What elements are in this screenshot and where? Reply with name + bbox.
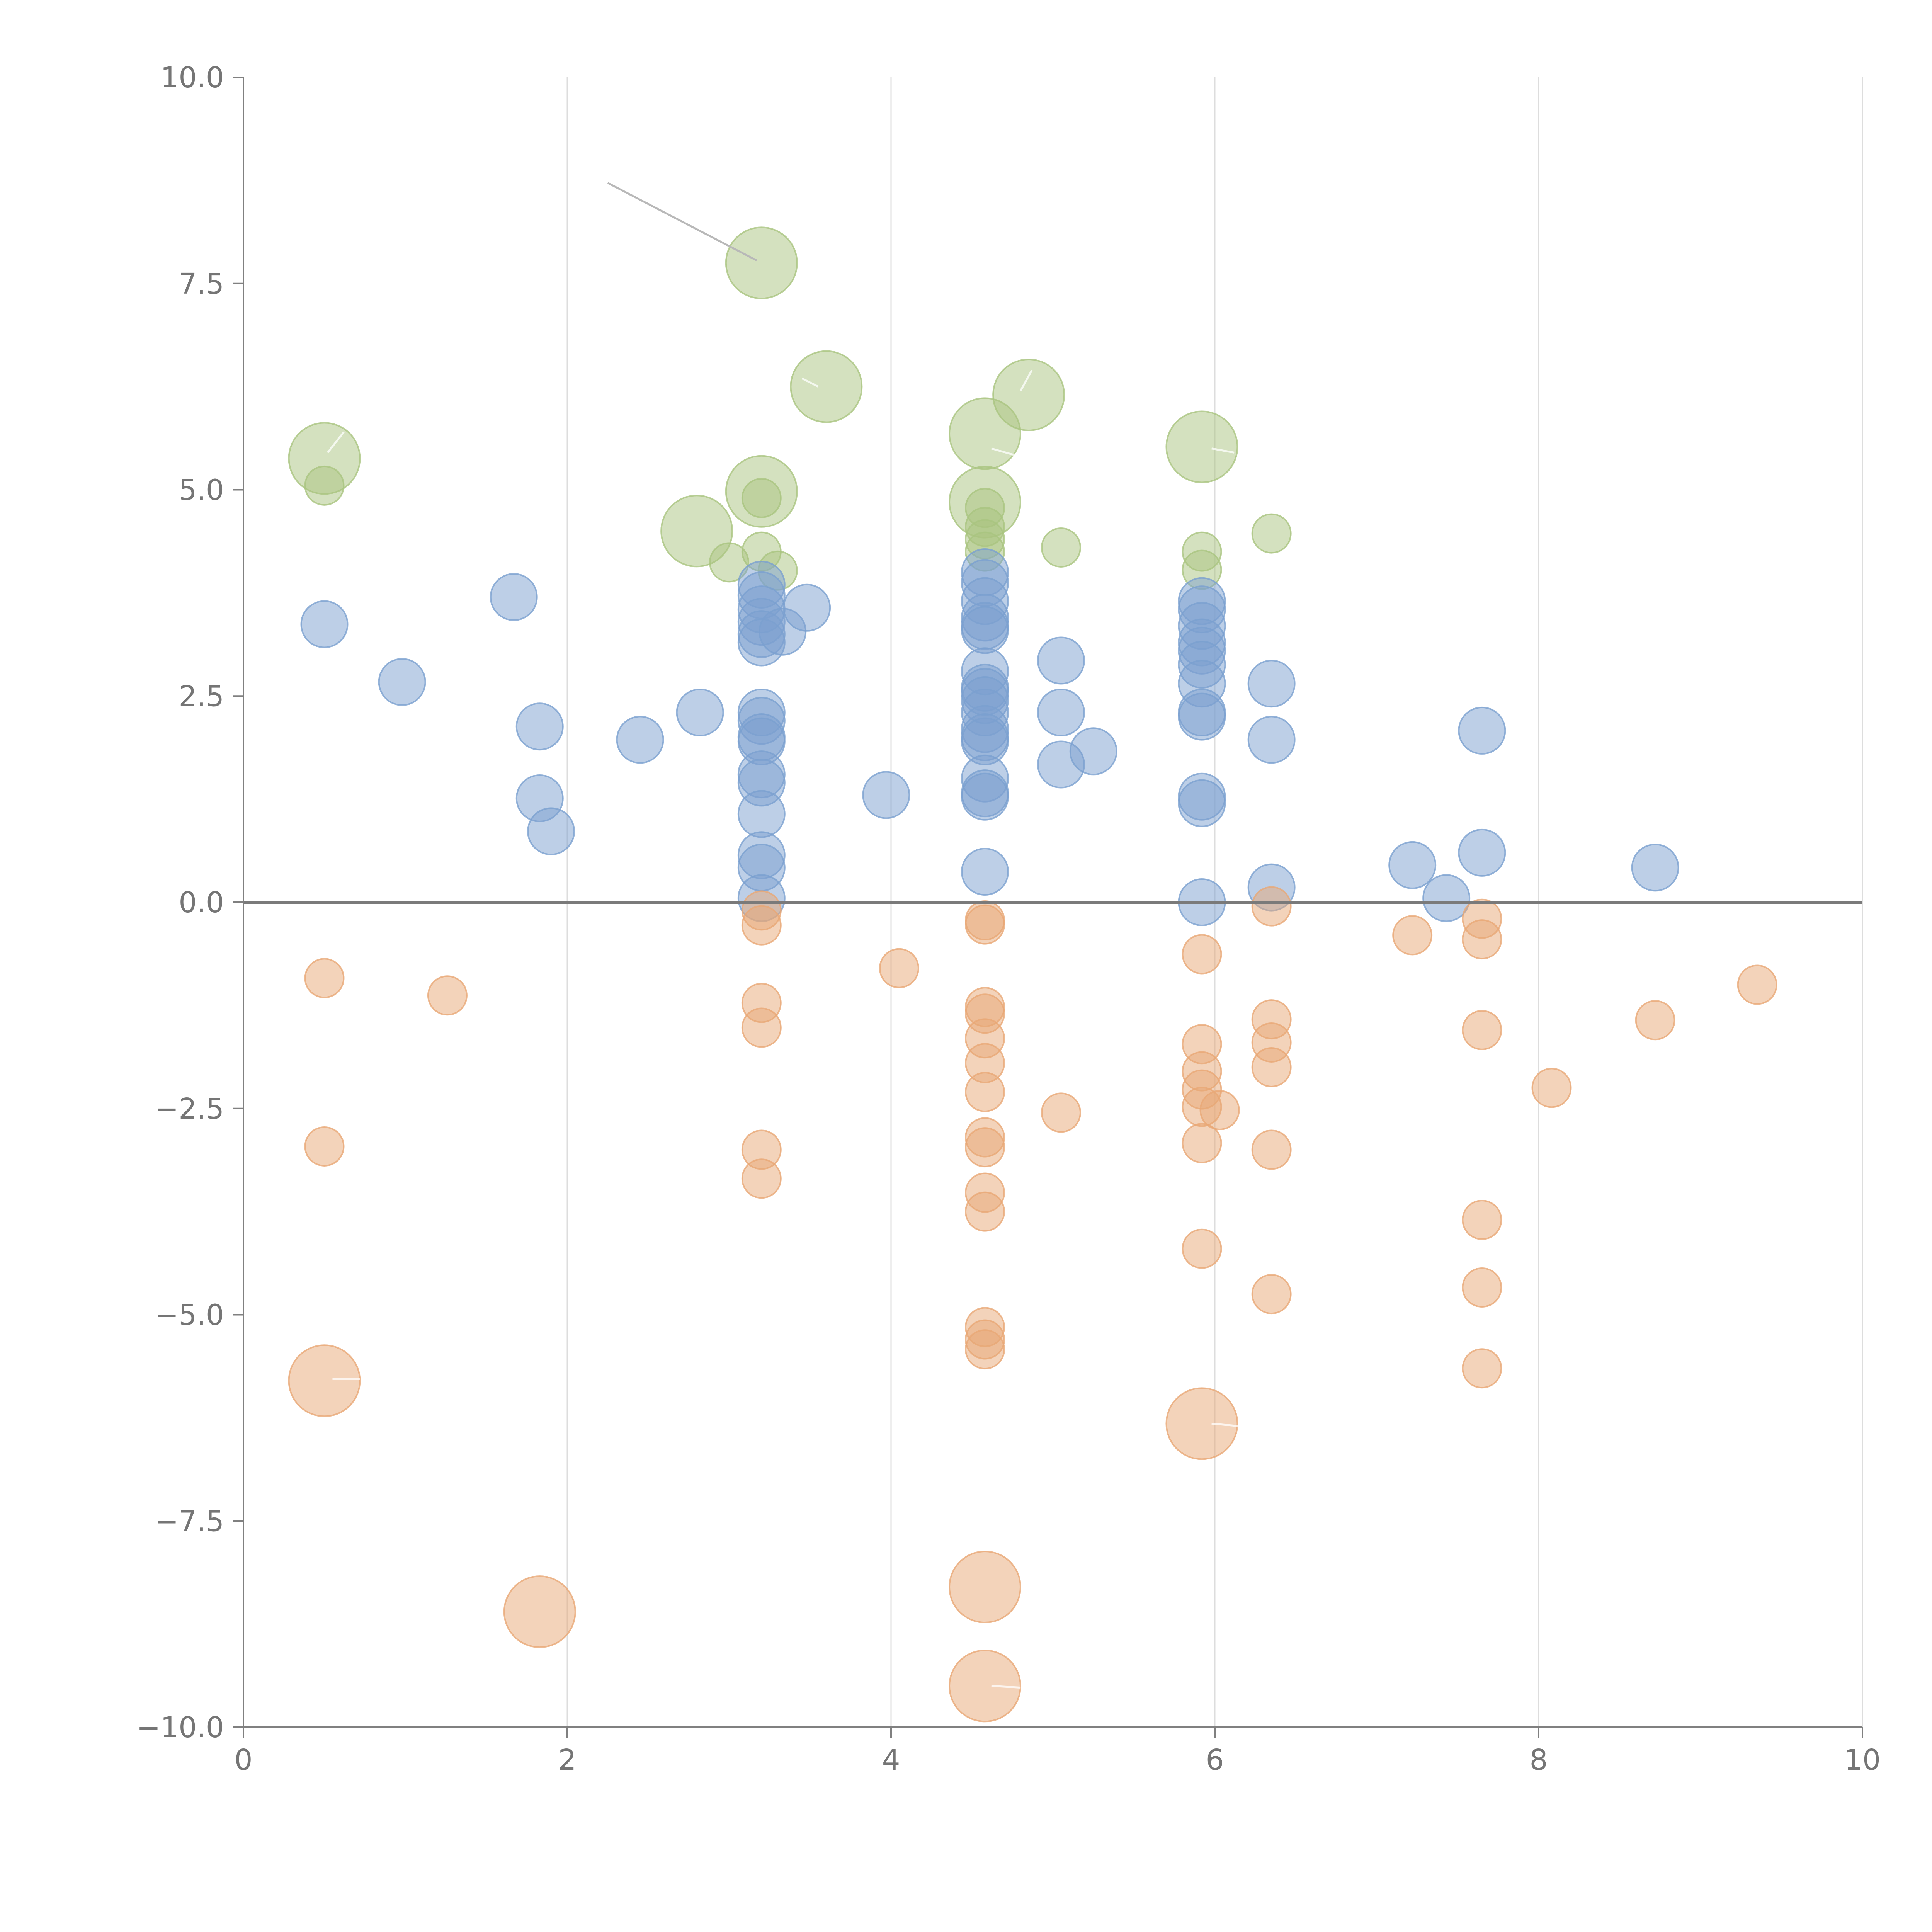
bubble-series2-point18 xyxy=(965,1072,1005,1112)
bubble-series2-point37 xyxy=(1199,1090,1240,1131)
bubble-series0-point16 xyxy=(992,358,1065,431)
y-axis-ticks: 10.0 7.5 5.0 2.5 0.0 −2.5 −5.0 −7.5 −10.0 xyxy=(136,61,243,1744)
bubble-series0-point17 xyxy=(1041,527,1081,568)
x-tick-label-5: 10 xyxy=(1844,1743,1881,1777)
bubble-series1-point2 xyxy=(490,573,538,621)
bubble-series2-point52 xyxy=(1635,1000,1675,1041)
bubble-layer xyxy=(288,226,1777,1723)
bubble-series1-point64 xyxy=(1388,841,1437,889)
bubble-series2-point36 xyxy=(1165,1387,1238,1460)
bubble-series1-point3 xyxy=(515,702,564,751)
bubble-series1-point20 xyxy=(737,790,786,838)
bubble-series2-point13 xyxy=(965,904,1005,945)
bubble-series1-point7 xyxy=(676,688,724,736)
bubble-series1-point5 xyxy=(527,807,575,855)
bubble-leader-0 xyxy=(327,431,345,453)
bubble-series2-point22 xyxy=(965,1191,1005,1232)
bubble-series1-point0 xyxy=(300,600,349,648)
bubble-leader-4 xyxy=(1211,447,1235,454)
bubble-series2-point49 xyxy=(1462,1267,1502,1308)
bubble-series0-point4 xyxy=(725,226,798,299)
x-tick-label-0: 0 xyxy=(234,1743,252,1777)
bubble-series1-point44 xyxy=(961,848,1009,896)
bubble-series2-point41 xyxy=(1251,1047,1292,1087)
y-tick-label-1: 7.5 xyxy=(179,267,224,301)
bubble-series1-point6 xyxy=(616,716,664,764)
bubble-series1-point46 xyxy=(1037,688,1085,736)
y-tick-label-0: 10.0 xyxy=(160,61,224,94)
bubble-series1-point43 xyxy=(961,772,1009,821)
bubble-leader-2 xyxy=(991,447,1021,458)
bubble-series2-point27 xyxy=(949,1650,1022,1723)
bubble-series2-point34 xyxy=(1182,1123,1222,1163)
bubble-leader-3 xyxy=(1020,369,1033,391)
bubble-series2-point29 xyxy=(1182,934,1222,975)
y-tick-label-2: 5.0 xyxy=(179,474,224,507)
bubble-series1-point32 xyxy=(961,606,1009,654)
x-tick-label-2: 4 xyxy=(882,1743,900,1777)
bubble-series2-point1 xyxy=(304,1126,345,1167)
bubble-series2-point44 xyxy=(1392,915,1433,956)
bubble-series0-point21 xyxy=(1251,513,1292,554)
bubble-series2-point11 xyxy=(879,948,919,988)
bubble-series1-point1 xyxy=(378,658,426,706)
bubble-series2-point43 xyxy=(1251,1274,1292,1315)
bubble-series2-point25 xyxy=(965,1329,1005,1370)
bubble-series2-point42 xyxy=(1251,1129,1292,1170)
bubble-series2-point51 xyxy=(1531,1068,1572,1108)
x-tick-label-3: 6 xyxy=(1206,1743,1224,1777)
bubble-series2-point3 xyxy=(427,975,468,1016)
bubble-series1-point67 xyxy=(1458,828,1506,877)
bubble-series2-point4 xyxy=(503,1575,576,1648)
y-tick-label-4: 0.0 xyxy=(179,886,224,919)
bubble-series0-point1 xyxy=(304,465,345,506)
bubble-leader-7 xyxy=(991,1685,1021,1689)
y-tick-label-5: −2.5 xyxy=(155,1092,224,1126)
bubble-series1-point45 xyxy=(1037,636,1085,685)
x-tick-label-4: 8 xyxy=(1529,1743,1548,1777)
bubble-series2-point0 xyxy=(304,958,345,998)
y-tick-label-7: −7.5 xyxy=(155,1505,224,1538)
bubble-series1-point59 xyxy=(1178,779,1226,827)
y-tick-label-8: −10.0 xyxy=(136,1711,224,1744)
bubble-series2-point50 xyxy=(1462,1348,1502,1389)
bubble-series2-point28 xyxy=(1041,1092,1081,1133)
y-tick-label-3: 2.5 xyxy=(179,680,224,713)
bubble-series2-point35 xyxy=(1182,1228,1222,1269)
bubble-series1-point62 xyxy=(1247,716,1296,764)
x-axis-ticks: 0 2 4 6 8 10 xyxy=(234,1727,1881,1777)
bubble-series1-point61 xyxy=(1247,660,1296,708)
annotation-leader-line xyxy=(607,182,757,262)
bubble-series1-point25 xyxy=(783,583,831,632)
x-tick-label-1: 2 xyxy=(558,1743,576,1777)
bubble-series1-point57 xyxy=(1178,692,1226,741)
bubble-series2-point53 xyxy=(1737,964,1777,1005)
bubble-series2-point8 xyxy=(741,1007,782,1048)
bubble-series0-point6 xyxy=(741,478,782,518)
bubble-series2-point47 xyxy=(1462,1010,1502,1050)
bubble-series1-point48 xyxy=(1069,727,1117,776)
bubble-series2-point6 xyxy=(741,905,782,946)
bubble-series2-point46 xyxy=(1462,919,1502,960)
leader-lines xyxy=(327,182,1240,1689)
bubble-series2-point20 xyxy=(965,1127,1005,1168)
bubble-series2-point26 xyxy=(949,1551,1022,1624)
bubble-series0-point18 xyxy=(1165,410,1238,483)
bubble-series0-point9 xyxy=(790,350,863,423)
y-tick-label-6: −5.0 xyxy=(155,1299,224,1332)
bubble-series2-point2 xyxy=(288,1344,361,1417)
bubble-series1-point68 xyxy=(1631,844,1679,892)
bubble-series1-point66 xyxy=(1458,706,1506,755)
bubble-series2-point38 xyxy=(1251,886,1292,927)
bubble-leader-6 xyxy=(1211,1422,1240,1427)
bubble-series2-point10 xyxy=(741,1158,782,1199)
bubble-series1-point65 xyxy=(1422,874,1471,922)
bubble-series1-point26 xyxy=(862,771,910,819)
bubble-series2-point48 xyxy=(1462,1199,1502,1240)
bubble-leader-1 xyxy=(801,378,819,388)
